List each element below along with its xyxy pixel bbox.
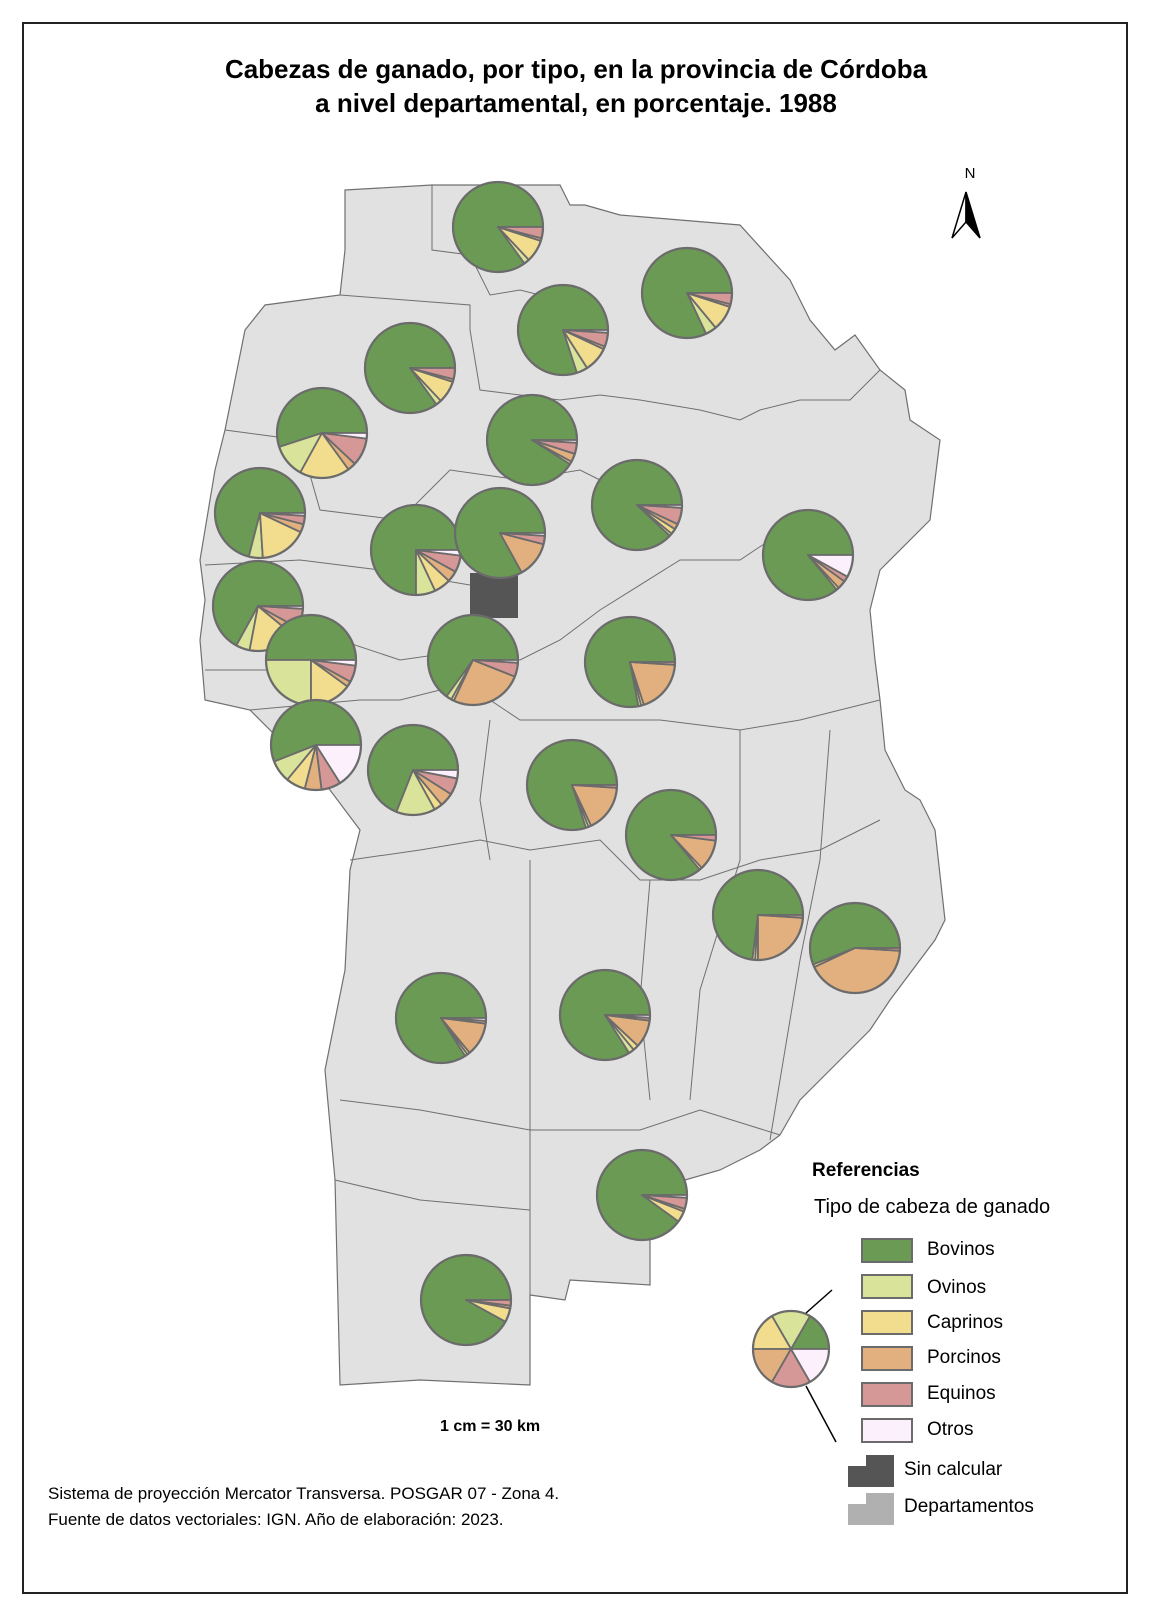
- department-pie: [394, 971, 488, 1065]
- sin-calcular-swatch: [848, 1455, 894, 1487]
- pie-outline: [269, 698, 363, 792]
- pie-outline: [394, 971, 488, 1065]
- legend-swatch-ovinos: [861, 1274, 913, 1299]
- footer: Sistema de proyección Mercator Transvers…: [48, 1481, 559, 1533]
- legend-title: Referencias: [812, 1160, 920, 1181]
- footer-source: Fuente de datos vectoriales: IGN. Año de…: [48, 1510, 504, 1529]
- legend-pie-chart: [751, 1309, 831, 1389]
- department-pie: [761, 508, 855, 602]
- department-pie: [366, 723, 460, 817]
- department-pie: [269, 698, 363, 792]
- department-pie: [453, 486, 547, 580]
- pie-outline: [761, 508, 855, 602]
- legend-leader-top: [805, 1289, 833, 1314]
- department-pie: [369, 503, 463, 597]
- title-line-2: a nivel departamental, en porcentaje. 19…: [315, 88, 837, 118]
- legend-subtitle: Tipo de cabeza de ganado: [814, 1196, 1051, 1218]
- department-pie: [363, 321, 457, 415]
- sin-calcular-department: [470, 573, 518, 618]
- pie-outline: [363, 321, 457, 415]
- pie-outline: [583, 615, 677, 709]
- department-pie: [264, 613, 358, 707]
- pie-outline: [275, 386, 369, 480]
- department-pie: [624, 788, 718, 882]
- pie-outline: [211, 559, 305, 653]
- legend-pie: [751, 1309, 831, 1389]
- pie-outline: [426, 613, 520, 707]
- legend-swatch-otros: [861, 1418, 913, 1443]
- legend-swatch-bovinos: [861, 1238, 913, 1263]
- department-pie: [590, 458, 684, 552]
- pie-outline: [595, 1148, 689, 1242]
- pie-outline: [751, 1309, 831, 1389]
- pie-outline: [419, 1253, 513, 1347]
- map-frame: [22, 22, 1128, 1594]
- pie-outline: [640, 246, 734, 340]
- pie-outline: [451, 180, 545, 274]
- scale-text: 1 cm = 30 km: [440, 1418, 541, 1435]
- department-pie: [711, 868, 805, 962]
- pie-outline: [711, 868, 805, 962]
- pie-outline: [624, 788, 718, 882]
- legend-swatch-equinos: [861, 1382, 913, 1407]
- department-pies: [211, 180, 902, 1347]
- legend-label-otros: Otros: [927, 1419, 974, 1440]
- footer-projection: Sistema de proyección Mercator Transvers…: [48, 1484, 560, 1503]
- legend-label-sin-calcular: Sin calcular: [904, 1459, 1003, 1480]
- department-pie: [451, 180, 545, 274]
- department-pie: [419, 1253, 513, 1347]
- pie-outline: [453, 486, 547, 580]
- pie-outline: [558, 968, 652, 1062]
- department-pie: [213, 466, 307, 560]
- legend-leader-bottom: [805, 1385, 837, 1443]
- title-line-1: Cabezas de ganado, por tipo, en la provi…: [224, 54, 928, 84]
- map-title: Cabezas de ganado, por tipo, en la provi…: [0, 52, 1152, 120]
- north-arrow-icon: [951, 191, 981, 239]
- legend-swatch-porcinos: [861, 1346, 913, 1371]
- department-pie: [558, 968, 652, 1062]
- legend-label-equinos: Equinos: [927, 1383, 996, 1404]
- department-pie: [485, 393, 579, 487]
- department-pie: [583, 615, 677, 709]
- north-label: N: [964, 165, 976, 182]
- departamentos-swatch: [848, 1493, 894, 1525]
- department-pie: [640, 246, 734, 340]
- pie-outline: [213, 466, 307, 560]
- pie-outline: [808, 901, 902, 995]
- pie-outline: [516, 283, 610, 377]
- legend-label-porcinos: Porcinos: [927, 1347, 1001, 1368]
- pie-outline: [485, 393, 579, 487]
- legend-label-bovinos: Bovinos: [927, 1239, 995, 1260]
- department-pie: [426, 613, 520, 707]
- department-pie: [595, 1148, 689, 1242]
- legend-label-ovinos: Ovinos: [927, 1277, 987, 1298]
- department-pie: [275, 386, 369, 480]
- legend-swatch-caprinos: [861, 1310, 913, 1335]
- legend-label-caprinos: Caprinos: [927, 1312, 1004, 1333]
- department-pie: [808, 901, 902, 995]
- pie-outline: [525, 738, 619, 832]
- department-pie: [516, 283, 610, 377]
- pie-outline: [590, 458, 684, 552]
- department-pie: [525, 738, 619, 832]
- pie-outline: [366, 723, 460, 817]
- legend-label-departamentos: Departamentos: [904, 1496, 1034, 1517]
